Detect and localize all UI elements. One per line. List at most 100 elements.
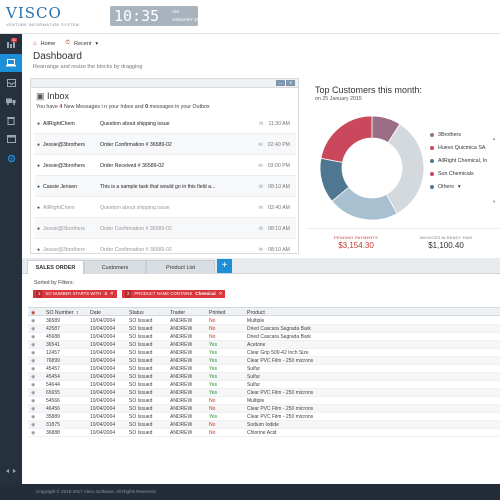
inbox-summary: You have 4 New Messages i n your Inbox a… bbox=[36, 104, 210, 110]
message-time: ✉ 08:10 AM bbox=[258, 226, 290, 232]
column-trader[interactable]: Trader bbox=[170, 309, 186, 316]
inbox-message-row[interactable]: ● Jessie@3brothers Order Confirmation # 36… bbox=[35, 239, 296, 260]
view-eye-icon[interactable]: ◉ bbox=[31, 382, 36, 388]
breadcrumb-recent[interactable]: Recent bbox=[73, 40, 92, 47]
view-eye-icon[interactable]: ◉ bbox=[31, 390, 36, 396]
view-eye-icon[interactable]: ◉ bbox=[31, 414, 36, 420]
minimize-button[interactable]: — bbox=[276, 80, 285, 86]
table-row[interactable]: ◉ 45457 10/04/2004 SO Issued ANDREW Yes Sulfur bbox=[28, 365, 500, 373]
tab-product-list[interactable]: Product List bbox=[146, 260, 215, 274]
inbox-message-row[interactable]: ● AllRightChem Question about shipping iss… bbox=[35, 113, 296, 134]
table-cell: 42587 bbox=[46, 326, 60, 332]
sidebar-item-dashboard[interactable]: 41 bbox=[0, 36, 22, 54]
legend-item[interactable]: AllRight Chemical, In bbox=[430, 158, 487, 164]
view-eye-icon[interactable]: ◉ bbox=[31, 318, 36, 324]
table-cell: ANDREW bbox=[170, 358, 193, 364]
eye-icon[interactable]: ◉ bbox=[31, 309, 36, 316]
inbox-message-row[interactable]: ● Jessie@3brothers Order Confirmation # 36… bbox=[35, 218, 296, 239]
donut-slice[interactable] bbox=[385, 123, 425, 215]
table-row[interactable]: ◉ 12457 10/04/2004 SO Issued ANDREW Yes Clear … bbox=[28, 349, 500, 357]
column-status[interactable]: Status bbox=[129, 309, 144, 316]
table-cell: 46456 bbox=[46, 406, 60, 412]
legend-item[interactable]: Sun Chemicals bbox=[430, 171, 474, 177]
table-row[interactable]: ◉ 65655 10/04/2004 SO Issued ANDREW Yes Clear … bbox=[28, 389, 500, 397]
view-eye-icon[interactable]: ◉ bbox=[31, 374, 36, 380]
view-eye-icon[interactable]: ◉ bbox=[31, 334, 36, 340]
table-row[interactable]: ◉ 45454 10/04/2004 SO Issued ANDREW Yes Sulfur bbox=[28, 373, 500, 381]
table-row[interactable]: ◉ 35889 10/04/2004 SO Issued ANDREW Yes Clear … bbox=[28, 413, 500, 421]
breadcrumb-home[interactable]: Home bbox=[40, 40, 56, 47]
inbox-icon: ▣ bbox=[36, 91, 45, 101]
chevron-down-icon[interactable]: ▾ bbox=[95, 40, 99, 47]
clock-time: 10:35 bbox=[114, 7, 160, 25]
logo[interactable]: VISCO VENTURE INFORMATION SYSTEM bbox=[6, 6, 80, 28]
tab-sales-order[interactable]: SALES ORDER bbox=[27, 260, 84, 274]
filter-chip-product-name[interactable]: 2 PRODUCT NAME CONTAINS Chemical ✕ bbox=[122, 290, 226, 298]
inbox-panel-header[interactable]: — ✕ bbox=[31, 79, 298, 88]
truck-icon bbox=[6, 98, 16, 105]
top-customers-date: on 25 January 2015 bbox=[315, 96, 362, 102]
column-date[interactable]: Date bbox=[90, 309, 101, 316]
tab-customers[interactable]: Customers bbox=[84, 260, 146, 274]
table-row[interactable]: ◉ 54566 10/04/2004 SO Issued ANDREW No Multipl… bbox=[28, 397, 500, 405]
envelope-icon: ✉ bbox=[258, 184, 264, 190]
sidebar-item-products[interactable] bbox=[0, 130, 22, 148]
view-eye-icon[interactable]: ◉ bbox=[31, 366, 36, 372]
logo-subtitle: VENTURE INFORMATION SYSTEM bbox=[6, 22, 80, 27]
envelope-icon: ✉ bbox=[258, 163, 263, 169]
inbox-message-row[interactable]: ● Cassie Jensen This is a sample task that… bbox=[35, 176, 296, 197]
inbox-message-row[interactable]: ● Jessie@3brothers Order Confirmation # 36… bbox=[35, 134, 296, 155]
view-eye-icon[interactable]: ◉ bbox=[31, 358, 36, 364]
view-eye-icon[interactable]: ◉ bbox=[31, 422, 36, 428]
home-icon: ⌂ bbox=[33, 40, 37, 47]
inbox-message-row[interactable]: ● AllRightChem Question about shipping iss… bbox=[35, 197, 296, 218]
table-cell: No bbox=[209, 406, 216, 412]
table-row[interactable]: ◉ 36888 10/04/2004 SO Issued ANDREW No Chlorin… bbox=[28, 429, 500, 437]
add-tab-button[interactable]: + bbox=[217, 259, 232, 273]
table-row[interactable]: ◉ 45688 10/04/2004 SO Issued ANDREW No Dried C… bbox=[28, 333, 500, 341]
view-eye-icon[interactable]: ◉ bbox=[31, 406, 36, 412]
sidebar-item-trash[interactable] bbox=[0, 111, 22, 129]
view-eye-icon[interactable]: ◉ bbox=[31, 430, 36, 436]
close-button[interactable]: ✕ bbox=[286, 80, 295, 86]
table-row[interactable]: ◉ 42587 10/04/2004 SO Issued ANDREW No Dried C… bbox=[28, 325, 500, 333]
view-eye-icon[interactable]: ◉ bbox=[31, 342, 36, 348]
table-row[interactable]: ◉ 54644 10/04/2004 SO Issued ANDREW Yes Sulfur bbox=[28, 381, 500, 389]
sidebar-item-laptop[interactable] bbox=[0, 54, 22, 72]
legend-scroll-down-icon[interactable]: ▼ bbox=[492, 199, 496, 204]
table-row[interactable]: ◉ 76899 10/04/2004 SO Issued ANDREW Yes Clear … bbox=[28, 357, 500, 365]
table-row[interactable]: ◉ 31875 10/04/2004 SO Issued ANDREW No Sodium … bbox=[28, 421, 500, 429]
sidebar-item-settings[interactable] bbox=[0, 149, 22, 167]
table-cell: ANDREW bbox=[170, 390, 193, 396]
top-bar: VISCO VENTURE INFORMATION SYSTEM 10:35 A… bbox=[0, 0, 500, 34]
table-cell: 10/04/2004 bbox=[90, 374, 116, 380]
legend-item[interactable]: Others ▾ bbox=[430, 184, 461, 190]
column-product[interactable]: Product bbox=[247, 309, 265, 316]
view-eye-icon[interactable]: ◉ bbox=[31, 326, 36, 332]
inbox-icon bbox=[6, 79, 16, 87]
table-row[interactable]: ◉ 36541 10/04/2004 SO Issued ANDREW Yes Aceton… bbox=[28, 341, 500, 349]
sidebar-item-inbox[interactable] bbox=[0, 74, 22, 92]
sort-icon[interactable]: ↕ bbox=[76, 309, 79, 316]
inbox-message-row[interactable]: ● Jessie@3brothers Order Received # 36589-… bbox=[35, 155, 296, 176]
table-cell: Yes bbox=[209, 382, 218, 388]
table-row[interactable]: ◉ 46456 10/04/2004 SO Issued ANDREW No Clear P… bbox=[28, 405, 500, 413]
table-row[interactable]: ◉ 36589 10/04/2004 SO Issued ANDREW No Multipl… bbox=[28, 317, 500, 325]
table-cell: 76899 bbox=[46, 358, 60, 364]
table-cell: Sulfur bbox=[247, 366, 261, 372]
view-eye-icon[interactable]: ◉ bbox=[31, 350, 36, 356]
legend-scroll-up-icon[interactable]: ▲ bbox=[492, 136, 496, 141]
remove-filter-icon[interactable]: ✕ bbox=[109, 291, 114, 296]
view-eye-icon[interactable]: ◉ bbox=[31, 398, 36, 404]
sidebar-toggle[interactable] bbox=[0, 462, 22, 480]
column-printed[interactable]: Printed bbox=[209, 309, 226, 316]
legend-item[interactable]: 3Brothers bbox=[430, 132, 461, 138]
chevron-down-icon[interactable]: ▾ bbox=[457, 184, 461, 190]
table-cell: Clear PVC Film - 250 microns bbox=[247, 358, 314, 364]
column-so-number[interactable]: SO Number bbox=[46, 309, 74, 316]
legend-item[interactable]: Huevo Quicmica SA bbox=[430, 145, 485, 151]
remove-filter-icon[interactable]: ✕ bbox=[218, 291, 223, 296]
sidebar-item-shipping[interactable] bbox=[0, 92, 22, 110]
donut-slice[interactable] bbox=[320, 115, 373, 163]
filter-chip-so-number[interactable]: 1 SO NUMBER STARTS WITH 3 ✕ bbox=[33, 290, 117, 298]
